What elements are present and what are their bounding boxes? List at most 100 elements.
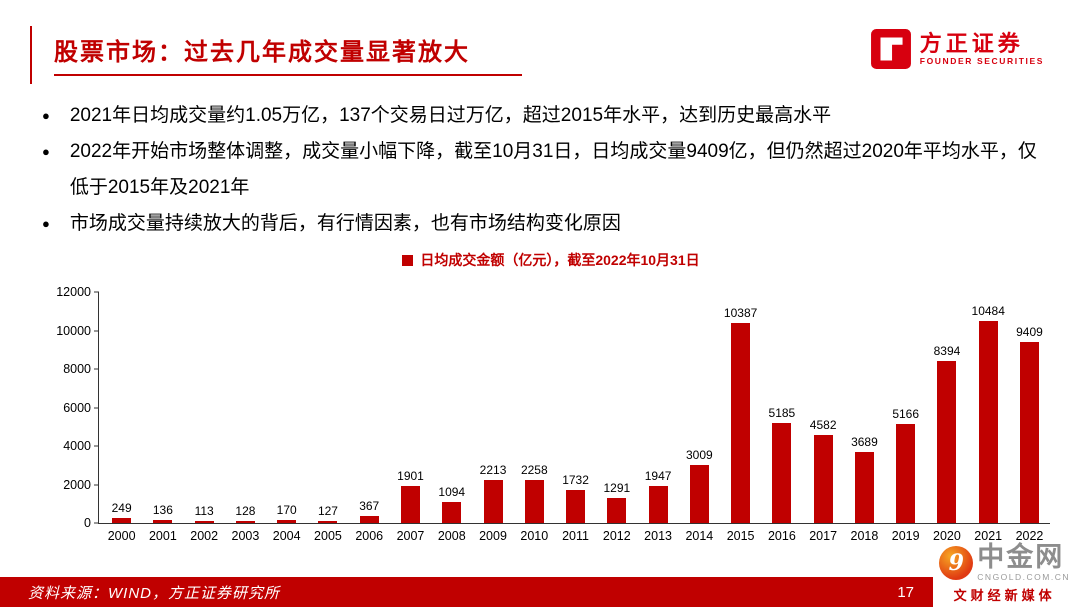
watermark-row: 9 中金网 CNGOLD.COM.CN: [939, 544, 1070, 582]
bar-value-label: 127: [317, 503, 338, 518]
bar-group: 1947 2013: [637, 292, 678, 543]
bar-group: 2258 2010: [514, 292, 555, 543]
y-tick-label: 4000: [63, 439, 91, 454]
bar: [937, 361, 957, 523]
bar-group: 1094 2008: [431, 292, 472, 543]
bar: [524, 479, 544, 523]
bar: [689, 465, 709, 523]
y-tick-mark: [94, 522, 99, 524]
x-tick-label: 2014: [685, 529, 714, 543]
bar-value-label: 2213: [479, 463, 507, 478]
y-tick-mark: [94, 407, 99, 408]
title-accent-bar: [30, 26, 32, 84]
cngold-watermark: 9 中金网 CNGOLD.COM.CN 文财经新媒体: [933, 541, 1080, 607]
x-tick-label: 2018: [850, 529, 879, 543]
bar: [400, 486, 420, 523]
company-logo: 方正证券 FOUNDER SECURITIES: [870, 28, 1044, 70]
logo-subtitle: FOUNDER SECURITIES: [919, 56, 1044, 67]
plot-area: 249 2000 136 2001 113 2002 128 2003 170 2004 127 20…: [56, 285, 1050, 543]
bar-value-label: 1291: [603, 481, 631, 496]
x-tick-label: 2016: [767, 529, 796, 543]
bar: [1019, 341, 1039, 523]
x-tick-label: 2003: [231, 529, 260, 543]
x-tick-label: 2005: [314, 529, 342, 543]
y-tick-label: 10000: [56, 323, 91, 338]
watermark-text: 中金网 CNGOLD.COM.CN: [977, 542, 1070, 583]
bar-group: 4582 2017: [803, 292, 844, 543]
bar-value-label: 1947: [644, 468, 672, 483]
x-tick-label: 2020: [933, 529, 961, 543]
y-tick-label: 12000: [56, 285, 91, 299]
bar-group: 127 2005: [307, 292, 348, 543]
x-tick-label: 2011: [562, 529, 589, 543]
x-tick-label: 2013: [644, 529, 672, 543]
bar: [359, 515, 379, 523]
chart-legend: 日均成交金额（亿元），截至2022年10月31日: [40, 250, 1062, 270]
footer-bar: 资料来源：WIND，方正证券研究所 17: [0, 577, 1080, 607]
y-tick-label: 6000: [63, 400, 91, 415]
bar: [235, 520, 255, 523]
bar-value-label: 9409: [1016, 324, 1043, 339]
bar-group: 1901 2007: [390, 292, 431, 543]
cngold-logo-icon: 9: [939, 546, 974, 580]
bar: [648, 485, 668, 523]
bar-value-label: 2258: [520, 462, 548, 477]
bar: [731, 323, 751, 523]
bar-value-label: 4582: [809, 417, 837, 432]
bar-value-label: 367: [359, 498, 380, 513]
watermark-name: 中金网: [977, 542, 1065, 572]
x-tick-label: 2012: [602, 529, 631, 543]
x-tick-label: 2007: [396, 529, 425, 543]
bar-group: 3689 2018: [844, 292, 885, 543]
bullet-text: 市场成交量持续放大的背后，有行情因素，也有市场结构变化原因: [69, 213, 621, 234]
y-tick-label: 2000: [63, 477, 91, 492]
bar-group: 367 2006: [349, 292, 390, 543]
x-tick-label: 2009: [479, 529, 507, 543]
bar: [772, 423, 792, 523]
bullet-icon: ●: [42, 216, 50, 231]
x-tick-label: 2008: [437, 529, 466, 543]
x-tick-label: 2017: [809, 529, 838, 543]
bar: [978, 321, 998, 523]
x-tick-label: 2002: [190, 529, 219, 543]
bar: [813, 434, 833, 523]
bar-group: 128 2003: [225, 292, 266, 543]
legend-marker-icon: [402, 254, 414, 266]
bullet-list: ● 2021年日均成交量约1.05万亿，137个交易日过万亿，超过2015年水平…: [42, 98, 1054, 242]
title-underline: [54, 74, 522, 76]
bar-value-label: 136: [152, 503, 173, 518]
bar: [153, 520, 173, 523]
bar-group: 5185 2016: [761, 292, 802, 543]
x-tick-label: 2021: [974, 529, 1003, 543]
watermark-domain: CNGOLD.COM.CN: [977, 572, 1070, 582]
bar-group: 170 2004: [266, 292, 307, 543]
bullet-icon: ●: [42, 108, 50, 123]
bar: [607, 498, 627, 523]
y-tick-mark: [94, 368, 99, 370]
bar: [854, 452, 874, 523]
y-tick-label: 8000: [63, 362, 91, 377]
y-tick-mark: [94, 445, 99, 447]
bar-group: 249 2000: [101, 292, 142, 543]
bar: [566, 489, 586, 523]
bar-value-label: 1094: [438, 484, 466, 499]
bar-value-label: 113: [194, 503, 214, 518]
bullet-item: ● 2021年日均成交量约1.05万亿，137个交易日过万亿，超过2015年水平…: [42, 98, 1054, 134]
bullet-text: 2021年日均成交量约1.05万亿，137个交易日过万亿，超过2015年水平，达…: [69, 105, 832, 126]
y-tick-label: 0: [84, 516, 91, 530]
y-tick-mark: [94, 330, 99, 331]
legend-label: 日均成交金额（亿元），截至2022年10月31日: [420, 252, 700, 268]
bullet-item: ● 2022年开始市场整体调整，成交量小幅下降，截至10月31日，日均成交量94…: [42, 134, 1054, 206]
bar: [277, 519, 297, 523]
bar-group: 136 2001: [142, 292, 183, 543]
source-note: 资料来源：WIND，方正证券研究所: [28, 584, 280, 602]
bar: [896, 423, 916, 523]
bar-group: 8394 2020: [926, 292, 967, 543]
bar-value-label: 170: [276, 502, 297, 517]
y-tick-mark: [94, 291, 99, 293]
bar-value-label: 1732: [562, 472, 589, 487]
bar-value-label: 249: [111, 501, 132, 516]
y-tick-mark: [94, 484, 99, 486]
bullet-icon: ●: [42, 144, 50, 159]
bar-value-label: 1901: [397, 469, 424, 484]
